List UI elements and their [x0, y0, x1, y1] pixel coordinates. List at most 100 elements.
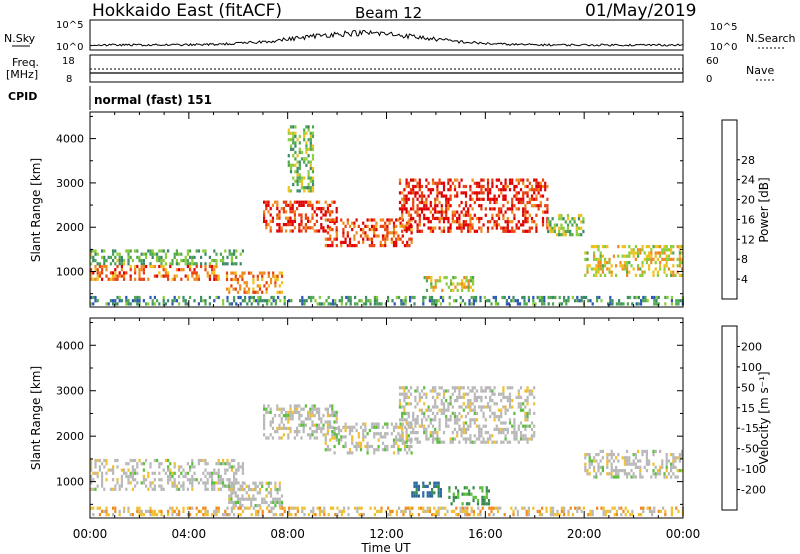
data-cell [234, 274, 237, 278]
data-cell [524, 415, 527, 419]
data-cell [245, 284, 248, 288]
data-cell [230, 500, 233, 504]
data-cell [228, 497, 231, 501]
colorbar-tick-label: 12 [741, 233, 755, 246]
data-cell [445, 418, 448, 422]
data-cell [432, 288, 435, 292]
data-cell [153, 264, 156, 269]
data-cell [200, 478, 203, 482]
data-cell [184, 262, 187, 266]
data-cell [465, 502, 469, 506]
data-cell [348, 240, 352, 244]
data-cell [274, 513, 277, 517]
data-cell [478, 437, 481, 441]
data-cell [213, 471, 216, 475]
data-cell [324, 200, 327, 204]
data-cell [307, 170, 310, 174]
data-cell [324, 438, 327, 442]
data-cell [116, 274, 119, 278]
data-cell [453, 411, 457, 415]
data-cell [175, 259, 178, 263]
data-cell [171, 481, 174, 485]
data-cell [563, 299, 566, 303]
data-cell [632, 462, 635, 466]
data-cell [305, 163, 308, 167]
data-cell [584, 251, 587, 255]
data-cell [473, 440, 476, 444]
data-cell [522, 178, 525, 182]
data-cell [500, 191, 503, 195]
data-cell [263, 216, 266, 220]
data-cell [287, 420, 290, 424]
data-cell [439, 295, 442, 300]
data-cell [621, 456, 624, 460]
data-cell [601, 254, 604, 258]
data-cell [381, 234, 385, 238]
data-cell [423, 431, 426, 435]
data-cell [120, 259, 123, 263]
data-cell [228, 484, 231, 488]
data-cell [409, 223, 413, 227]
data-cell [643, 270, 646, 274]
data-cell [384, 234, 387, 238]
data-cell [247, 497, 251, 501]
data-cell [213, 264, 216, 269]
data-cell [292, 506, 295, 510]
data-cell [129, 474, 132, 479]
data-cell [409, 506, 412, 510]
data-cell [239, 465, 242, 469]
data-cell [342, 240, 345, 244]
data-cell [567, 299, 570, 303]
data-cell [580, 226, 583, 230]
data-cell [480, 408, 483, 412]
data-cell [247, 287, 251, 291]
data-cell [392, 240, 396, 244]
data-cell [281, 513, 284, 517]
data-cell [489, 415, 492, 419]
data-cell [532, 295, 535, 300]
data-cell [409, 216, 413, 221]
data-cell [555, 233, 559, 237]
data-cell [307, 154, 310, 158]
data-cell [438, 440, 441, 444]
data-cell [469, 220, 472, 224]
data-cell [525, 302, 528, 306]
data-cell [348, 428, 352, 433]
data-cell [211, 268, 214, 272]
data-cell [405, 427, 408, 431]
data-cell [131, 299, 134, 303]
data-cell [329, 448, 332, 452]
data-cell [672, 251, 675, 255]
data-cell [250, 488, 253, 492]
data-cell [398, 191, 402, 195]
data-cell [586, 257, 589, 261]
data-cell [326, 448, 330, 452]
data-cell [522, 434, 525, 438]
data-cell [256, 491, 259, 495]
data-cell [486, 178, 490, 182]
data-cell [464, 302, 467, 306]
data-cell [158, 484, 161, 488]
data-cell [574, 506, 577, 510]
data-cell [96, 474, 99, 479]
data-cell [136, 264, 139, 269]
data-cell [289, 414, 292, 418]
data-cell [473, 191, 476, 195]
data-cell [304, 423, 307, 427]
data-cell [439, 302, 442, 306]
data-cell [311, 433, 314, 437]
data-cell [182, 468, 185, 472]
y-tick-label: 1000 [56, 266, 84, 279]
data-cell [211, 484, 214, 488]
data-cell [533, 424, 536, 428]
data-cell [138, 274, 141, 278]
data-cell [526, 220, 529, 224]
data-cell [589, 513, 592, 517]
data-cell [243, 271, 246, 275]
data-cell [552, 506, 555, 510]
data-cell [164, 274, 167, 278]
data-cell [269, 277, 273, 282]
data-cell [322, 426, 325, 430]
data-cell [316, 302, 319, 306]
data-cell [449, 204, 452, 208]
